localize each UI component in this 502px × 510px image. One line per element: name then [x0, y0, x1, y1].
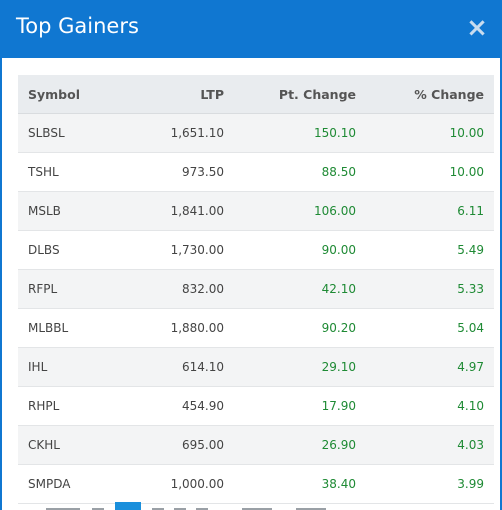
modal-border-right [500, 58, 502, 510]
cell-pt-change: 29.10 [234, 347, 366, 387]
cell-pct-change: 4.03 [366, 425, 494, 465]
cell-pt-change: 150.10 [234, 113, 366, 153]
table-row[interactable]: RFPL 832.00 42.10 5.33 [18, 269, 494, 309]
cell-pct-change: 6.11 [366, 191, 494, 231]
cell-symbol: TSHL [18, 152, 134, 192]
table-body: SLBSL 1,651.10 150.10 10.00 TSHL 973.50 … [18, 113, 494, 504]
column-header-symbol[interactable]: Symbol [18, 75, 134, 114]
pagination [18, 502, 484, 510]
cell-symbol: CKHL [18, 425, 134, 465]
cell-ltp: 832.00 [134, 269, 234, 309]
table-row[interactable]: IHL 614.10 29.10 4.97 [18, 347, 494, 387]
cell-ltp: 454.90 [134, 386, 234, 426]
table-row[interactable]: TSHL 973.50 88.50 10.00 [18, 152, 494, 192]
cell-symbol: MLBBL [18, 308, 134, 348]
cell-ltp: 695.00 [134, 425, 234, 465]
cell-ltp: 1,841.00 [134, 191, 234, 231]
pagination-page[interactable] [174, 508, 186, 510]
cell-pt-change: 26.90 [234, 425, 366, 465]
pagination-next[interactable] [242, 508, 272, 510]
modal-border-left [0, 58, 2, 510]
cell-symbol: SLBSL [18, 113, 134, 153]
pagination-page[interactable] [196, 508, 208, 510]
cell-symbol: RHPL [18, 386, 134, 426]
cell-ltp: 973.50 [134, 152, 234, 192]
gainers-table: Symbol LTP Pt. Change % Change SLBSL 1,6… [18, 75, 494, 504]
cell-pct-change: 5.33 [366, 269, 494, 309]
table-row[interactable]: SLBSL 1,651.10 150.10 10.00 [18, 113, 494, 153]
cell-pt-change: 106.00 [234, 191, 366, 231]
cell-pct-change: 3.99 [366, 464, 494, 504]
cell-pct-change: 5.49 [366, 230, 494, 270]
cell-pt-change: 38.40 [234, 464, 366, 504]
pagination-previous[interactable] [46, 508, 80, 510]
cell-ltp: 1,000.00 [134, 464, 234, 504]
cell-symbol: MSLB [18, 191, 134, 231]
table-row[interactable]: SMPDA 1,000.00 38.40 3.99 [18, 464, 494, 504]
cell-pct-change: 4.10 [366, 386, 494, 426]
cell-symbol: IHL [18, 347, 134, 387]
cell-pct-change: 5.04 [366, 308, 494, 348]
table-row[interactable]: DLBS 1,730.00 90.00 5.49 [18, 230, 494, 270]
table-header: Symbol LTP Pt. Change % Change [18, 75, 494, 114]
table-row[interactable]: MSLB 1,841.00 106.00 6.11 [18, 191, 494, 231]
pagination-last[interactable] [296, 508, 326, 510]
table-row[interactable]: RHPL 454.90 17.90 4.10 [18, 386, 494, 426]
gainers-table-container: Symbol LTP Pt. Change % Change SLBSL 1,6… [18, 75, 494, 504]
column-header-pt-change[interactable]: Pt. Change [234, 75, 366, 114]
cell-ltp: 1,651.10 [134, 113, 234, 153]
table-row[interactable]: MLBBL 1,880.00 90.20 5.04 [18, 308, 494, 348]
cell-pct-change: 10.00 [366, 152, 494, 192]
cell-ltp: 1,880.00 [134, 308, 234, 348]
cell-ltp: 614.10 [134, 347, 234, 387]
table-row[interactable]: CKHL 695.00 26.90 4.03 [18, 425, 494, 465]
cell-ltp: 1,730.00 [134, 230, 234, 270]
modal-title: Top Gainers [16, 14, 139, 38]
cell-symbol: DLBS [18, 230, 134, 270]
cell-symbol: SMPDA [18, 464, 134, 504]
cell-pct-change: 4.97 [366, 347, 494, 387]
header-row: Symbol LTP Pt. Change % Change [18, 75, 494, 114]
column-header-ltp[interactable]: LTP [134, 75, 234, 114]
cell-pt-change: 88.50 [234, 152, 366, 192]
modal-header: Top Gainers × [0, 0, 502, 58]
cell-pt-change: 90.20 [234, 308, 366, 348]
cell-symbol: RFPL [18, 269, 134, 309]
close-icon[interactable]: × [466, 13, 488, 43]
pagination-active-page[interactable] [115, 502, 141, 510]
column-header-pct-change[interactable]: % Change [366, 75, 494, 114]
pagination-page[interactable] [152, 508, 164, 510]
cell-pt-change: 17.90 [234, 386, 366, 426]
cell-pt-change: 90.00 [234, 230, 366, 270]
cell-pct-change: 10.00 [366, 113, 494, 153]
pagination-page[interactable] [92, 508, 104, 510]
cell-pt-change: 42.10 [234, 269, 366, 309]
